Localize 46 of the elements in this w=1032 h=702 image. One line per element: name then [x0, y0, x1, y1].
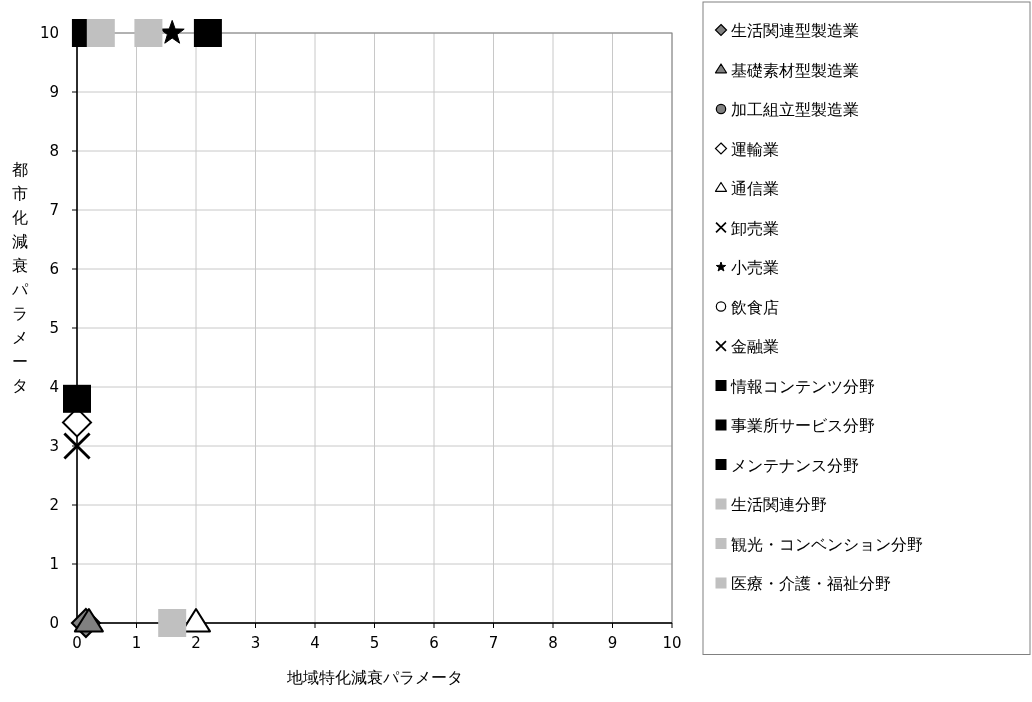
legend-label: 観光・コンベンション分野: [731, 534, 923, 554]
legend-label: 小売業: [731, 258, 779, 277]
legend-label: 医療・介護・福祉分野: [731, 574, 891, 593]
x-tick-label: 7: [488, 634, 499, 652]
x-tick-label: 5: [369, 634, 380, 652]
x-tick-label: 3: [250, 634, 261, 652]
y-tick-label: 3: [49, 437, 59, 455]
y-tick-label: 2: [49, 496, 59, 514]
y-tick-label: 10: [39, 24, 59, 42]
legend-label: 通信業: [731, 179, 779, 198]
x-tick-label: 6: [429, 634, 439, 652]
x-tick-label: 9: [607, 634, 618, 652]
x-tick-label: 1: [131, 634, 142, 652]
legend-label: 基礎素材型製造業: [731, 60, 859, 80]
x-tick-label: 4: [310, 634, 320, 652]
legend-label: メンテナンス分野: [731, 455, 859, 475]
point: [63, 384, 91, 413]
legend-label: 金融業: [731, 337, 779, 356]
legend-label: 生活関連分野: [731, 495, 827, 514]
point: [159, 19, 185, 44]
y-tick-label: 1: [49, 555, 59, 573]
legend-label: 情報コンテンツ分野: [730, 376, 875, 396]
y-tick-label: 5: [49, 319, 59, 337]
point: [193, 19, 222, 47]
legend-label: 飲食店: [731, 297, 779, 317]
point: [134, 19, 163, 47]
y-tick-label: 6: [49, 260, 59, 278]
y-tick-label: 4: [49, 378, 59, 396]
x-tick-label: 10: [662, 634, 682, 652]
legend-label: 加工組立型製造業: [731, 100, 859, 119]
legend-label: 生活関連型製造業: [731, 21, 859, 40]
point: [86, 19, 115, 47]
text: 都市化減衰パラメータ: [12, 160, 28, 395]
y-tick-label: 9: [49, 83, 59, 101]
y-tick-label: 8: [49, 142, 59, 160]
legend-label: 運輸業: [731, 139, 779, 159]
point: [158, 609, 187, 637]
x-tick-label: 2: [191, 634, 201, 652]
y-tick-label: 0: [49, 614, 59, 632]
x-tick-label: 0: [72, 634, 82, 652]
point: [63, 432, 91, 460]
y-tick-label: 7: [49, 201, 59, 219]
legend-label: 卸売業: [731, 218, 779, 238]
x-tick-label: 8: [548, 634, 558, 652]
legend-label: 事業所サービス分野: [731, 416, 875, 435]
x-axis-title: 地域特化減衰パラメータ: [285, 668, 463, 687]
